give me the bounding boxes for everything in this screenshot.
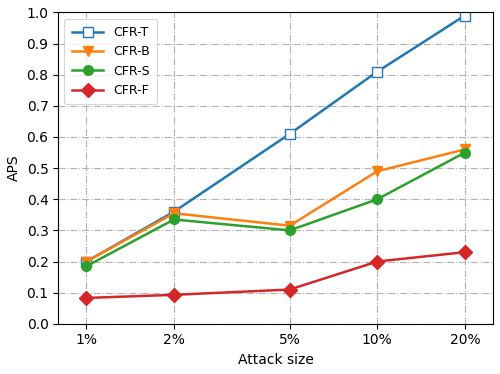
CFR-S: [84, 264, 89, 269]
CFR-B: [462, 147, 468, 152]
CFR-F: [462, 250, 468, 254]
CFR-B: [84, 259, 89, 264]
X-axis label: Attack size: Attack size: [238, 353, 314, 367]
CFR-B: [171, 211, 177, 215]
CFR-F: [286, 287, 292, 292]
CFR-T: [374, 69, 380, 74]
CFR-T: [84, 259, 89, 264]
CFR-B: [286, 223, 292, 228]
Line: CFR-B: CFR-B: [82, 145, 469, 266]
Line: CFR-T: CFR-T: [82, 11, 469, 266]
CFR-F: [374, 259, 380, 264]
Line: CFR-S: CFR-S: [82, 148, 469, 271]
CFR-B: [374, 169, 380, 174]
CFR-T: [171, 209, 177, 214]
CFR-S: [462, 150, 468, 155]
CFR-T: [286, 132, 292, 136]
CFR-S: [171, 217, 177, 222]
CFR-F: [171, 292, 177, 297]
Legend: CFR-T, CFR-B, CFR-S, CFR-F: CFR-T, CFR-B, CFR-S, CFR-F: [64, 19, 158, 104]
CFR-S: [374, 197, 380, 202]
Line: CFR-F: CFR-F: [82, 247, 469, 303]
Y-axis label: APS: APS: [7, 155, 21, 181]
CFR-S: [286, 228, 292, 233]
CFR-T: [462, 13, 468, 18]
CFR-F: [84, 296, 89, 300]
